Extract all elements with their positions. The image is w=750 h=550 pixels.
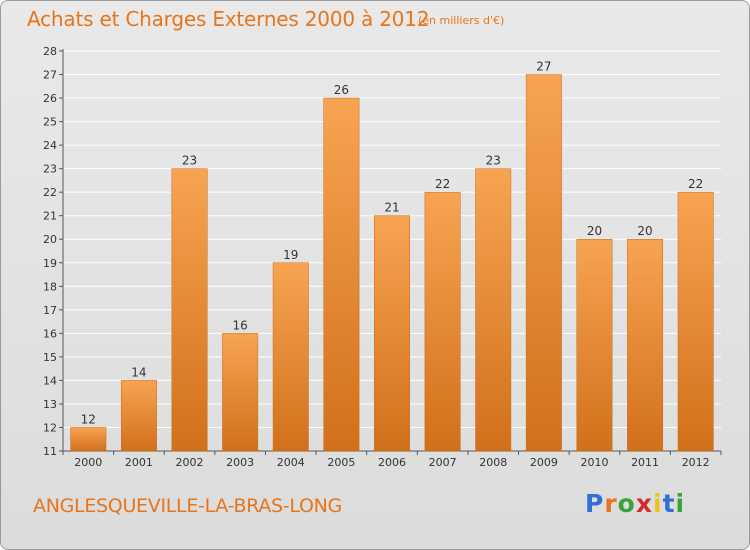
y-tick-label: 18	[43, 280, 57, 293]
logo-letter: i	[653, 489, 663, 518]
y-tick-label: 17	[43, 304, 57, 317]
bar	[627, 238, 664, 452]
y-tick-label: 15	[43, 351, 57, 364]
bar	[424, 191, 461, 452]
bar	[525, 74, 562, 452]
y-tick-label: 12	[43, 421, 57, 434]
data-label: 12	[81, 412, 96, 426]
bars	[70, 74, 714, 452]
bar	[222, 333, 259, 452]
x-tick-label: 2011	[631, 456, 659, 469]
x-tick-labels: 2000 2001 2002 2003 2004 2005 2006 2007 2008 2009…	[74, 456, 709, 469]
logo-letter: P	[585, 489, 605, 518]
bar	[677, 191, 714, 452]
x-tick-label: 2006	[378, 456, 406, 469]
x-tick-label: 2000	[74, 456, 102, 469]
chart-unit: (en milliers d'€)	[418, 14, 505, 27]
x-tick-label: 2007	[429, 456, 457, 469]
x-tick-label: 2008	[479, 456, 507, 469]
x-tick-label: 2005	[327, 456, 355, 469]
bar	[272, 262, 309, 452]
bar	[374, 215, 410, 452]
data-label: 23	[486, 154, 501, 168]
y-tick-label: 21	[43, 210, 57, 223]
logo-letter: t	[662, 489, 676, 518]
x-tick-label: 2003	[226, 456, 254, 469]
y-tick-label: 28	[43, 45, 57, 58]
y-tick-label: 23	[43, 163, 57, 176]
y-tick-label: 16	[43, 327, 57, 340]
commune-name: ANGLESQUEVILLE-LA-BRAS-LONG	[33, 495, 342, 517]
data-labels: 12 14 23 16 19 26 21 22 23 27 20 20 22	[81, 60, 704, 427]
chart-title: Achats et Charges Externes 2000 à 2012	[27, 7, 430, 31]
y-tick-label: 14	[43, 374, 57, 387]
data-label: 26	[334, 83, 349, 97]
y-tick-labels: 11 12 13 14 15 16 17 18 19 20 21 22 23 24 25 26 27 28	[43, 45, 57, 458]
data-label: 16	[233, 318, 248, 332]
logo-letter: o	[617, 489, 636, 518]
y-tick-label: 25	[43, 116, 57, 129]
x-tick-label: 2002	[176, 456, 204, 469]
bar	[70, 427, 107, 452]
y-tick-label: 22	[43, 186, 57, 199]
y-tick-label: 26	[43, 92, 57, 105]
bar	[323, 97, 360, 452]
y-tick-label: 19	[43, 257, 57, 270]
y-tick-label: 24	[43, 139, 57, 152]
y-tick-label: 11	[43, 445, 57, 458]
x-tick-label: 2009	[530, 456, 558, 469]
data-label: 14	[131, 365, 146, 379]
data-label: 21	[384, 201, 399, 215]
bar	[576, 238, 613, 452]
data-label: 23	[182, 154, 197, 168]
y-tick-label: 13	[43, 398, 57, 411]
proxiti-logo: Proxiti	[585, 489, 685, 518]
data-label: 22	[435, 177, 450, 191]
x-tick-label: 2004	[277, 456, 305, 469]
data-label: 27	[536, 60, 551, 74]
bar	[475, 168, 512, 452]
data-label: 19	[283, 248, 298, 262]
logo-letter: r	[604, 489, 618, 518]
x-tick-label: 2012	[682, 456, 710, 469]
x-tick-label: 2001	[125, 456, 153, 469]
data-label: 20	[637, 224, 652, 238]
bar	[171, 168, 208, 452]
logo-letter: x	[635, 489, 653, 518]
data-label: 22	[688, 177, 703, 191]
data-label: 20	[587, 224, 602, 238]
y-tick-label: 27	[43, 69, 57, 82]
y-tick-label: 20	[43, 233, 57, 246]
bar	[120, 380, 157, 452]
logo-letter: i	[675, 489, 686, 518]
x-tick-label: 2010	[580, 456, 608, 469]
